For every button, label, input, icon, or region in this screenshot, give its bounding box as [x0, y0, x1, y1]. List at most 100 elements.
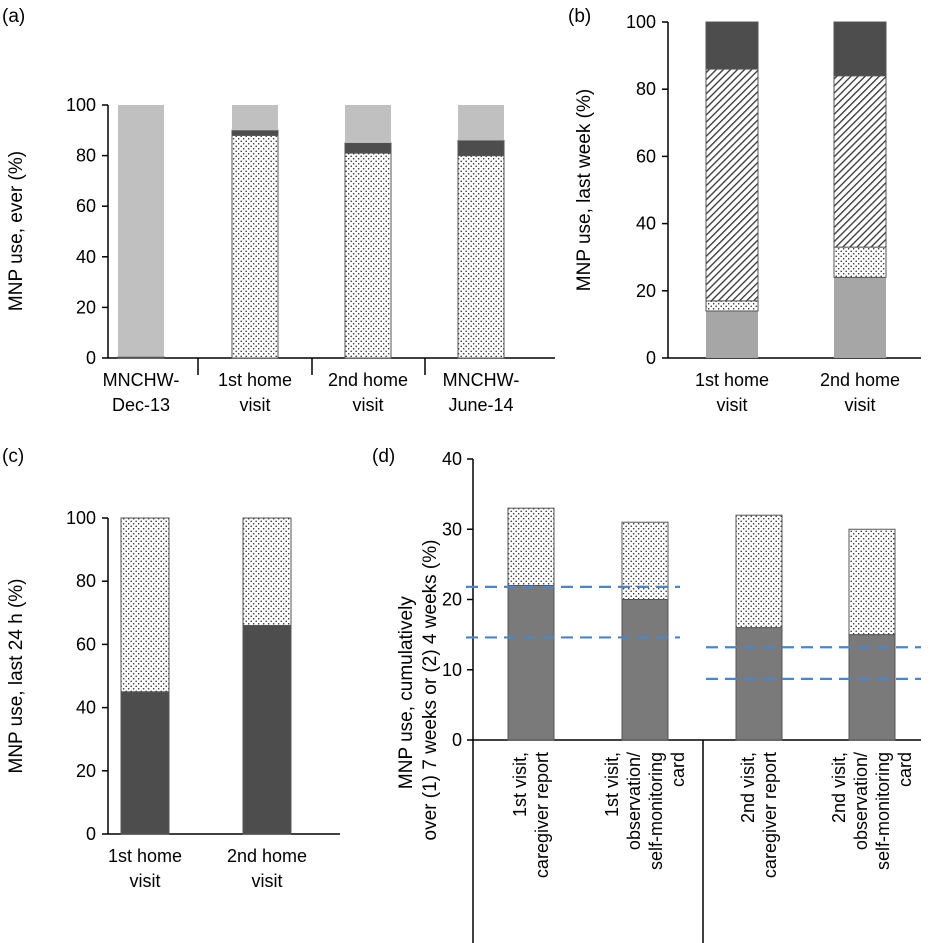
x-category-label-line: 2nd visit, — [829, 752, 849, 823]
y-tick-label: 80 — [76, 571, 96, 591]
y-tick-label: 20 — [636, 281, 656, 301]
y-tick-label: 20 — [442, 590, 462, 610]
bar-segment-dotted — [507, 507, 555, 586]
bar-segment-light — [118, 105, 164, 357]
bar-segment-gray — [848, 634, 896, 741]
bar-segment-dotted — [848, 528, 896, 636]
y-tick-label: 60 — [636, 146, 656, 166]
x-category-label: 2nd home — [820, 370, 900, 390]
bar-segment-dotted — [457, 155, 505, 359]
y-tick-label: 10 — [442, 660, 462, 680]
x-category-label: visit — [240, 395, 271, 415]
bar-segment-gray — [735, 627, 783, 741]
bar-segment-light — [458, 105, 504, 141]
panel-d-y-axis-label-line-2: over (1) 7 weeks or (2) 4 weeks (%) — [420, 540, 441, 841]
x-category-label-line: caregiver report — [760, 752, 780, 878]
bar-segment-dotted — [344, 152, 392, 359]
bar-segment-dark — [344, 142, 392, 154]
x-category-label-line: 1st visit, — [602, 752, 622, 817]
panel-a-chart: (a) MNP use, ever (%) 0 20 40 60 80 100 MNCHW-… — [2, 6, 555, 415]
y-tick-label: 80 — [76, 146, 96, 166]
y-tick-label: 100 — [626, 12, 656, 32]
x-category-label-line: card — [668, 752, 688, 787]
y-tick-label: 100 — [66, 508, 96, 528]
panel-a-y-axis-label: MNP use, ever (%) — [6, 151, 27, 311]
bar-segment-dark — [705, 21, 759, 70]
x-category-label: 1st home — [218, 370, 292, 390]
y-tick-label: 40 — [76, 247, 96, 267]
y-tick-label: 40 — [76, 698, 96, 718]
panel-a-label: (a) — [2, 6, 25, 27]
y-tick-label: 0 — [86, 348, 96, 368]
panel-d-chart: (d) MNP use, cumulatively over (1) 7 wee… — [372, 446, 921, 943]
y-tick-label: 60 — [76, 634, 96, 654]
bar-segment-dotted — [735, 514, 783, 629]
bar-segment-dark — [120, 691, 170, 835]
y-tick-label: 100 — [66, 95, 96, 115]
bar-segment-dotted — [833, 246, 887, 278]
bar-segment-light — [232, 105, 278, 131]
bar-segment-light — [345, 105, 391, 143]
panel-c-label: (c) — [2, 446, 24, 467]
bar-segment-dark — [242, 624, 292, 835]
bar-segment-hatched — [833, 75, 887, 248]
y-tick-label: 0 — [646, 348, 656, 368]
x-category-label-line: 1st visit, — [510, 752, 530, 817]
bar-segment-dotted — [231, 134, 279, 359]
x-category-label: 2nd home — [328, 370, 408, 390]
bar-segment-dark — [833, 21, 887, 77]
x-category-label: visit — [252, 871, 283, 891]
x-category-label: 2nd home — [227, 846, 307, 866]
x-category-label: MNCHW- — [443, 370, 520, 390]
x-category-label: June-14 — [448, 395, 513, 415]
panel-b-label: (b) — [568, 6, 591, 27]
bar-segment-gray — [834, 277, 886, 358]
x-category-label: 1st visit, caregiver report — [510, 752, 552, 878]
x-category-label-line: observation/ — [851, 752, 871, 850]
panel-b-chart: (b) MNP use, last week (%) 0 20 40 60 80 100 1… — [568, 6, 921, 415]
bar-segment-gray — [706, 310, 758, 358]
x-category-label-line: card — [895, 752, 915, 787]
y-tick-label: 0 — [452, 730, 462, 750]
y-tick-label: 40 — [636, 214, 656, 234]
x-category-label: visit — [717, 395, 748, 415]
panel-d-label: (d) — [372, 446, 395, 467]
y-tick-label: 80 — [636, 79, 656, 99]
y-tick-label: 30 — [442, 519, 462, 539]
bar-segment-dotted — [120, 517, 170, 693]
x-category-label-line: 2nd visit, — [738, 752, 758, 823]
panel-d-y-axis-label-line-1: MNP use, cumulatively — [396, 596, 417, 789]
x-category-label: 2nd visit, caregiver report — [738, 752, 780, 878]
x-category-label: 2nd visit, observation/self-monitoring car… — [829, 752, 915, 870]
x-category-label-line: self-monitoring — [646, 752, 666, 870]
bar-segment-dotted — [705, 300, 759, 312]
y-tick-label: 0 — [86, 824, 96, 844]
bar-segment-dotted — [242, 517, 292, 626]
x-category-label-line: observation/ — [624, 752, 644, 850]
bar-segment-dark — [457, 139, 505, 157]
x-category-label: Dec-13 — [112, 395, 170, 415]
y-tick-label: 20 — [76, 761, 96, 781]
bar-segment-dark — [231, 129, 279, 136]
y-tick-label: 20 — [76, 297, 96, 317]
x-category-label: MNCHW- — [103, 370, 180, 390]
panel-b-y-axis-label: MNP use, last week (%) — [574, 89, 595, 291]
bar-segment-gray — [507, 584, 555, 741]
x-category-label-line: self-monitoring — [873, 752, 893, 870]
y-tick-label: 60 — [76, 196, 96, 216]
panel-c-y-axis-label: MNP use, last 24 h (%) — [6, 578, 27, 773]
x-category-label: visit — [130, 871, 161, 891]
x-category-label: 1st home — [695, 370, 769, 390]
y-tick-label: 40 — [442, 449, 462, 469]
x-category-label: 1st visit, observation/self-monitoring car… — [602, 752, 688, 870]
bar-segment-gray — [621, 599, 669, 741]
bar-segment-dark — [117, 356, 165, 359]
x-category-label: 1st home — [108, 846, 182, 866]
panel-d-y-axis-label: MNP use, cumulatively over (1) 7 weeks o… — [396, 540, 441, 841]
x-category-label: visit — [353, 395, 384, 415]
panel-c-chart: (c) MNP use, last 24 h (%) 0 20 40 60 80 100 1… — [2, 446, 340, 891]
bar-segment-hatched — [705, 68, 759, 302]
x-category-label-line: caregiver report — [532, 752, 552, 878]
x-category-label: visit — [845, 395, 876, 415]
